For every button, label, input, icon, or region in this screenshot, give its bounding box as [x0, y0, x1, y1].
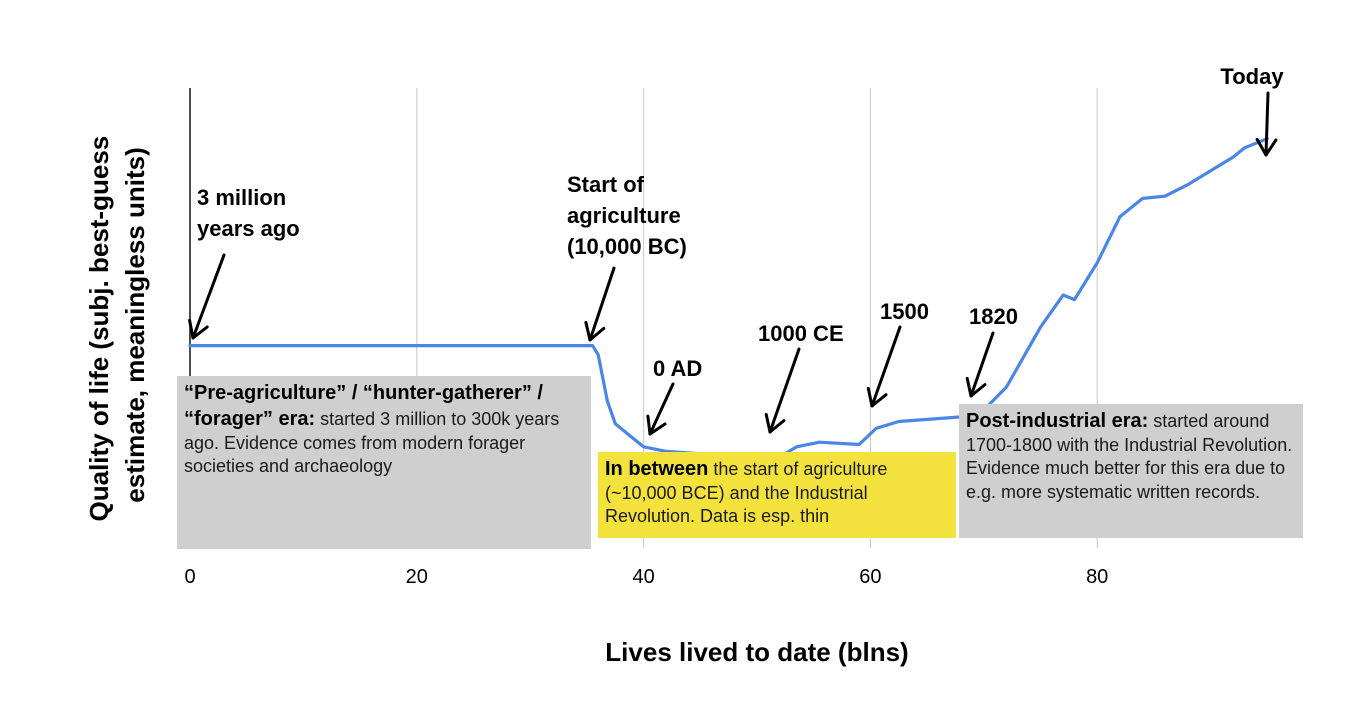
y-axis-title-line-2: estimate, meaningless units) — [120, 147, 150, 502]
x-tick-labels: 0 20 40 60 80 — [184, 566, 1108, 588]
annotation-arrow-1 — [588, 266, 616, 342]
series-layer — [188, 137, 1269, 459]
annotation-arrow-5 — [969, 331, 995, 398]
annotation-6: Today — [1220, 64, 1284, 157]
annotation-label-1: Start of agriculture (10,000 BC) — [567, 172, 687, 259]
pre-agriculture-era-title: “Pre-agriculture” / “hunter-gatherer” / … — [184, 382, 543, 430]
x-tick-label-40: 40 — [632, 566, 654, 588]
annotation-0: 3 million years ago — [188, 185, 300, 340]
annotation-1: Start of agriculture (10,000 BC) — [567, 172, 687, 342]
annotation-arrow-2 — [648, 382, 675, 436]
post-industrial-era-text: started around 1700-1800 with the Indust… — [966, 411, 1293, 502]
y-axis-title-group: Quality of life (subj. best-guess estima… — [84, 129, 150, 522]
annotations: 3 million years ago Start of agriculture (10… — [188, 64, 1284, 436]
annotation-arrow-6 — [1264, 91, 1270, 157]
annotation-arrowhead-3 — [764, 412, 786, 434]
annotation-4: 1500 — [866, 299, 929, 408]
annotation-label-2: 0 AD — [653, 356, 702, 381]
annotation-label-4: 1500 — [880, 299, 929, 324]
y-axis-title-line-1: Quality of life (subj. best-guess — [84, 136, 114, 522]
x-axis-title: Lives lived to date (blns) — [605, 637, 908, 667]
x-tick-label-20: 20 — [406, 566, 428, 588]
annotation-label-3: 1000 CE — [758, 321, 844, 346]
annotation-label-0: 3 million years ago — [197, 185, 300, 241]
annotation-arrow-4 — [870, 325, 902, 408]
post-industrial-era-title: Post-industrial era: — [966, 410, 1149, 432]
x-tick-label-0: 0 — [184, 566, 195, 588]
annotation-label-6: Today — [1220, 64, 1284, 89]
annotation-label-5: 1820 — [969, 304, 1018, 329]
annotation-arrow-0 — [191, 253, 226, 340]
post-industrial-era-box: Post-industrial era: started around 1700… — [959, 404, 1303, 538]
annotation-2: 0 AD — [646, 356, 702, 436]
annotation-5: 1820 — [965, 304, 1018, 398]
annotation-arrowhead-1 — [584, 321, 606, 342]
in-between-era-title: In between — [605, 458, 709, 480]
annotation-arrow-3 — [768, 347, 801, 434]
annotation-arrowhead-4 — [866, 386, 888, 408]
pre-agriculture-era-box: “Pre-agriculture” / “hunter-gatherer” / … — [177, 376, 591, 549]
annotation-arrowhead-0 — [188, 318, 209, 340]
pre-agriculture-era-text: started 3 million to 300k years ago. Evi… — [184, 409, 560, 477]
x-tick-label-80: 80 — [1086, 566, 1108, 588]
annotation-arrowhead-6 — [1255, 137, 1278, 157]
annotation-arrowhead-2 — [646, 414, 667, 436]
in-between-era-box: In between the start of agriculture (~10… — [598, 452, 956, 538]
y-axis-title: Quality of life (subj. best-guess estima… — [84, 129, 150, 522]
x-tick-label-60: 60 — [859, 566, 881, 588]
series-line-0 — [188, 137, 1269, 459]
annotation-arrowhead-5 — [965, 376, 987, 398]
annotation-3: 1000 CE — [758, 321, 844, 434]
in-between-era-text: the start of agriculture (~10,000 BCE) a… — [605, 459, 888, 527]
